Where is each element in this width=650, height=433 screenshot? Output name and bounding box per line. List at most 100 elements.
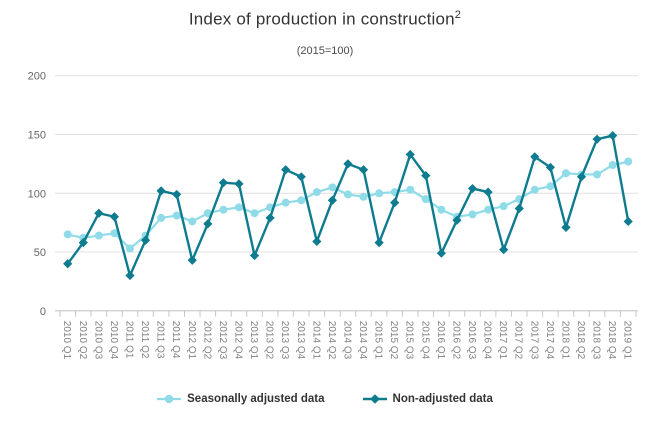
data-point-non-adjusted (218, 178, 228, 188)
data-point-non-adjusted (358, 165, 369, 175)
data-point-seasonally-adjusted (297, 196, 306, 205)
x-axis-label: 2015 Q2 (388, 321, 399, 360)
chart-title: Index of production in construction2 (0, 9, 650, 30)
data-point-non-adjusted (125, 270, 135, 281)
data-point-non-adjusted (172, 189, 182, 200)
data-point-non-adjusted (374, 238, 384, 248)
x-axis-label: 2013 Q2 (264, 321, 275, 360)
x-axis-label: 2016 Q4 (482, 321, 493, 360)
data-point-seasonally-adjusted (499, 202, 508, 211)
x-axis-label: 2014 Q4 (357, 321, 368, 360)
data-point-non-adjusted (265, 213, 275, 223)
series-line-seasonally-adjusted (66, 160, 630, 250)
x-axis-label: 2012 Q1 (186, 321, 197, 360)
data-point-seasonally-adjusted (63, 230, 72, 239)
data-point-non-adjusted (343, 159, 353, 169)
data-point-non-adjusted (467, 183, 478, 194)
data-point-non-adjusted (140, 235, 151, 245)
data-point-non-adjusted (234, 179, 244, 189)
chart-title-footnote-marker: 2 (454, 9, 462, 21)
data-point-seasonally-adjusted (312, 188, 321, 197)
data-point-seasonally-adjusted (375, 189, 384, 198)
x-axis-label: 2017 Q4 (544, 321, 555, 360)
data-point-non-adjusted (514, 203, 524, 214)
data-point-non-adjusted (530, 152, 540, 162)
data-point-non-adjusted (327, 195, 337, 205)
x-axis-label: 2017 Q1 (497, 321, 508, 360)
x-axis-label: 2016 Q3 (466, 321, 477, 360)
x-axis-label: 2017 Q2 (513, 321, 524, 360)
x-axis-label: 2010 Q4 (108, 321, 119, 360)
data-point-non-adjusted (63, 259, 73, 269)
data-point-non-adjusted (281, 165, 291, 175)
data-point-seasonally-adjusted (468, 210, 477, 219)
data-point-non-adjusted (561, 222, 571, 232)
data-point-seasonally-adjusted (359, 192, 368, 201)
data-point-non-adjusted (608, 131, 618, 141)
data-point-non-adjusted (94, 208, 104, 218)
x-axis-label: 2014 Q2 (326, 321, 337, 360)
x-axis-label: 2019 Q1 (622, 321, 633, 360)
legend: Seasonally adjusted data Non-adjusted da… (0, 393, 650, 405)
data-point-non-adjusted (405, 149, 415, 160)
data-point-non-adjusted (499, 245, 509, 255)
data-point-seasonally-adjusted (530, 185, 539, 194)
data-point-non-adjusted (623, 216, 633, 227)
chart-subtitle: (2015=100) (296, 45, 354, 57)
x-axis-label: 2016 Q2 (450, 321, 461, 360)
x-axis-label: 2013 Q1 (248, 321, 259, 360)
legend-item-non-adjusted[interactable]: Non-adjusted data (362, 393, 493, 405)
x-axis-label: 2010 Q3 (92, 321, 103, 360)
data-point-non-adjusted (156, 186, 166, 196)
data-point-seasonally-adjusted (125, 244, 134, 253)
y-axis-label: 150 (28, 129, 46, 141)
legend-circle-marker-icon (157, 394, 182, 404)
x-axis-label: 2015 Q1 (373, 321, 384, 360)
x-axis-label: 2015 Q4 (419, 321, 430, 360)
x-axis-label: 2011 Q1 (123, 321, 134, 359)
y-axis-label: 0 (40, 306, 46, 318)
x-axis-label: 2018 Q4 (606, 321, 617, 360)
y-axis-label: 200 (28, 71, 46, 83)
x-axis-label: 2015 Q3 (404, 321, 415, 360)
x-axis-label: 2017 Q3 (528, 321, 539, 360)
data-point-non-adjusted (592, 134, 602, 144)
data-point-non-adjusted (545, 162, 555, 172)
x-axis-label: 2011 Q3 (155, 321, 166, 359)
data-point-non-adjusted (421, 171, 431, 181)
data-point-seasonally-adjusted (328, 183, 337, 192)
x-axis-label: 2018 Q2 (575, 321, 586, 360)
data-point-seasonally-adjusted (250, 209, 259, 218)
data-point-seasonally-adjusted (188, 217, 197, 226)
data-point-non-adjusted (390, 198, 400, 208)
data-point-seasonally-adjusted (624, 157, 633, 166)
x-axis-label: 2010 Q2 (77, 321, 88, 360)
plot-area: 0 50 100 150 200 2010 Q1 2010 Q2 2010 Q3 2010 Q4… (28, 71, 638, 360)
data-point-seasonally-adjusted (281, 198, 290, 207)
x-axis-label: 2012 Q2 (201, 321, 212, 360)
x-axis-label: 2014 Q1 (310, 321, 321, 360)
data-point-seasonally-adjusted (234, 203, 243, 212)
data-point-non-adjusted (483, 187, 493, 197)
data-point-non-adjusted (576, 172, 587, 182)
data-point-seasonally-adjusted (593, 170, 602, 179)
data-point-seasonally-adjusted (172, 211, 181, 220)
data-point-non-adjusted (296, 172, 306, 182)
legend-label-non-adjusted: Non-adjusted data (392, 393, 493, 405)
x-axis-label: 2011 Q4 (170, 321, 181, 359)
data-point-non-adjusted (78, 238, 88, 248)
data-point-seasonally-adjusted (608, 161, 617, 170)
y-axis-label: 100 (28, 188, 46, 200)
x-axis-label: 2014 Q3 (341, 321, 352, 360)
data-point-seasonally-adjusted (94, 231, 103, 240)
data-point-seasonally-adjusted (406, 185, 415, 194)
x-axis-label: 2012 Q4 (232, 321, 243, 360)
legend-item-seasonally-adjusted[interactable]: Seasonally adjusted data (157, 393, 325, 405)
data-point-seasonally-adjusted (219, 205, 228, 214)
data-point-non-adjusted (452, 215, 462, 225)
data-point-non-adjusted (109, 212, 120, 222)
data-point-non-adjusted (249, 250, 260, 261)
x-axis-label: 2013 Q3 (279, 321, 290, 360)
legend-diamond-marker-icon (362, 394, 387, 404)
data-point-seasonally-adjusted (157, 213, 166, 222)
